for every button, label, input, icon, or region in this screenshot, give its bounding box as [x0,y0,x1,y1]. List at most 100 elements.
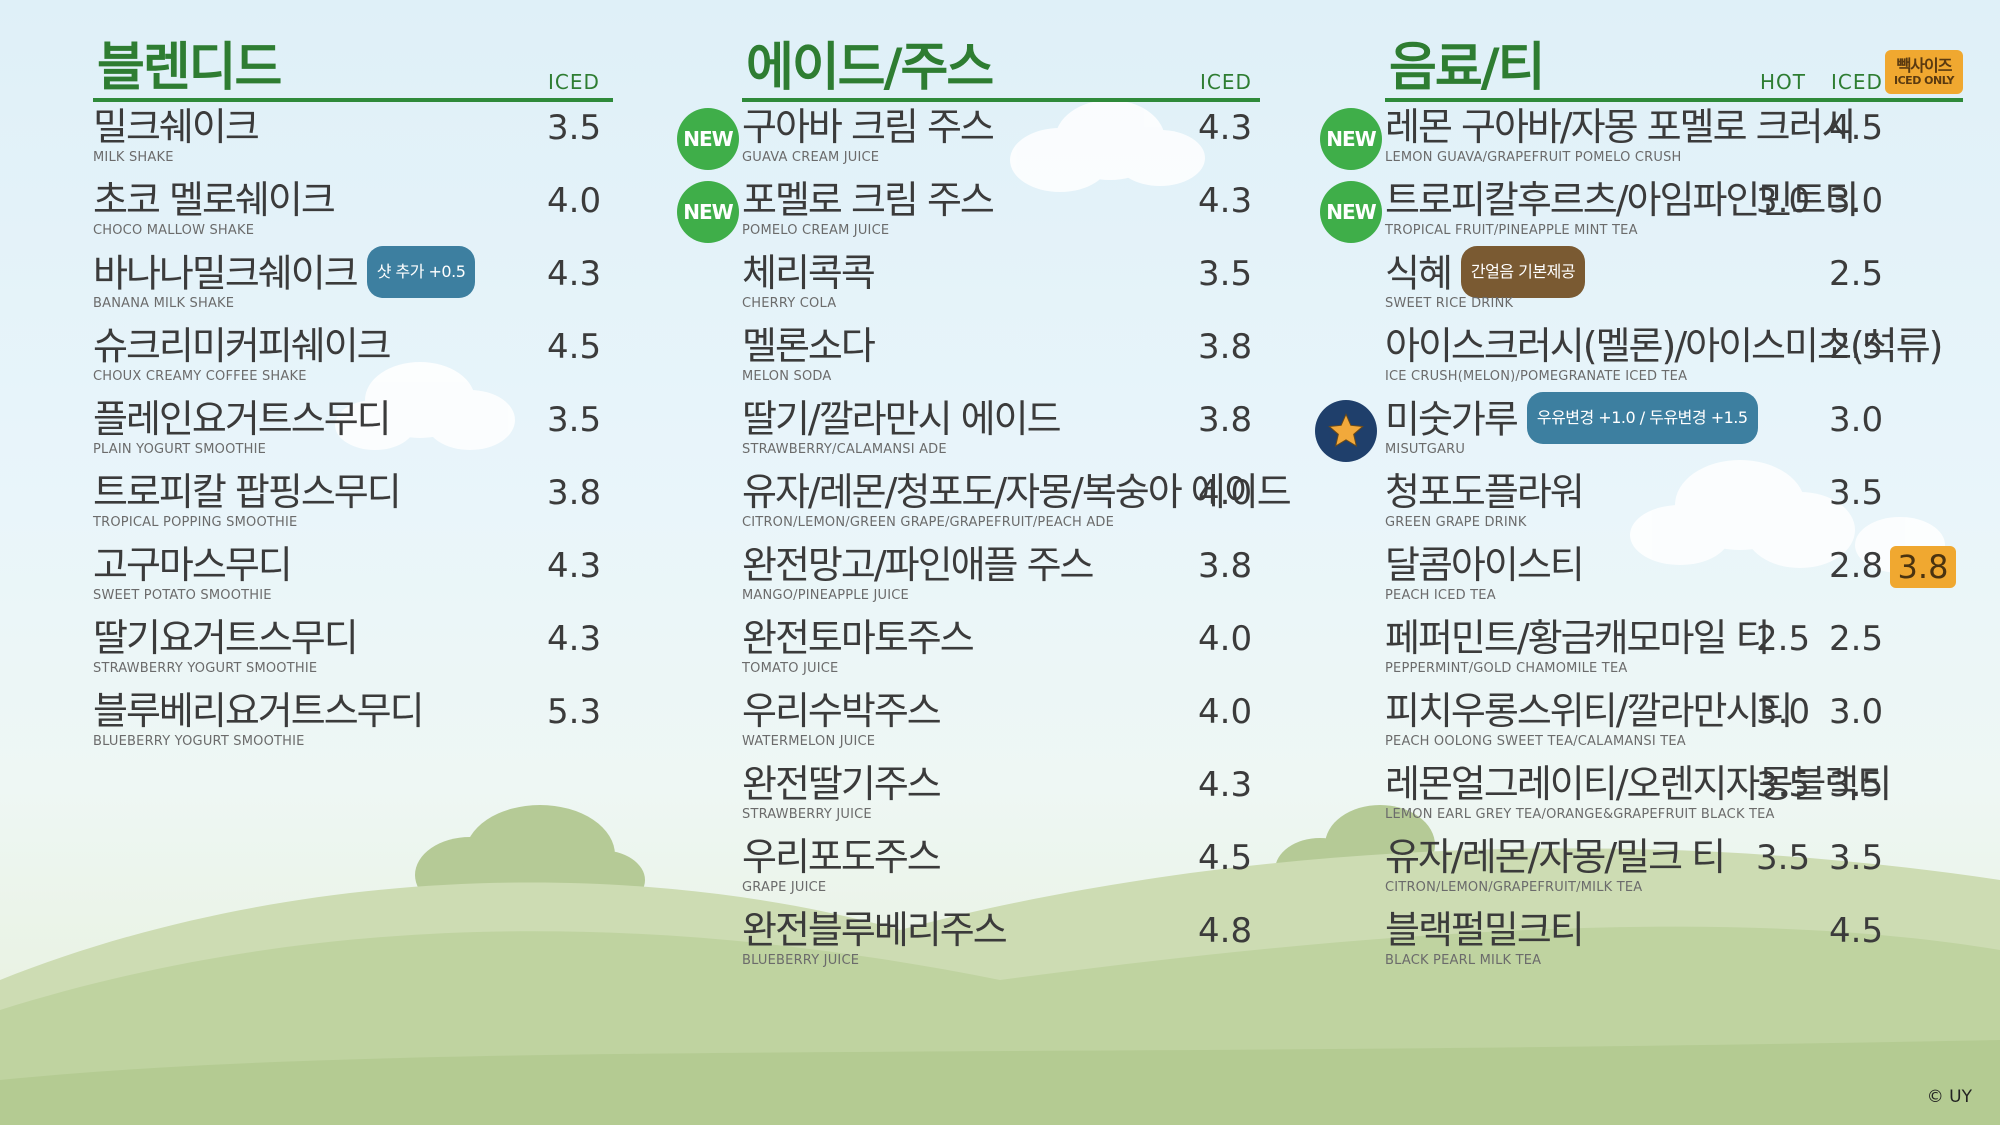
item-name: 고구마스무디 [93,542,293,588]
item-name: 아이스크러시(멜론)/아이스미초(석류) [1385,323,1944,369]
item-name-text: 레몬 구아바/자몽 포멜로 크러시 [1385,105,1857,149]
menu-item: 완전토마토주스 TOMATO JUICE 4.0 [742,613,1260,686]
iced-price: 3.5 [1829,765,1884,805]
menu-item: 트로피칼 팝핑스무디 TROPICAL POPPING SMOOTHIE 3.8 [93,467,613,540]
item-english-name: WATERMELON JUICE [742,734,876,749]
menu-item: 초코 멜로쉐이크 CHOCO MALLOW SHAKE 4.0 [93,175,613,248]
item-name: 완전블루베리주스 [742,907,1008,953]
item-name: 트로피칼 팝핑스무디 [93,469,402,515]
column-title: 블렌디드 [97,38,282,98]
hot-price: 3.5 [1756,838,1811,878]
item-english-name: SWEET POTATO SMOOTHIE [93,588,272,603]
item-name-text: 완전블루베리주스 [742,908,1008,952]
item-name-text: 체리콕콕 [742,251,876,295]
item-name: 딸기/깔라만시 에이드 [742,396,1062,442]
column-title: 에이드/주스 [746,38,994,98]
item-english-name: BANANA MILK SHAKE [93,296,235,311]
menu-item: 청포도플라워 GREEN GRAPE DRINK 3.5 [1385,467,1963,540]
iced-price: 4.5 [1829,108,1884,148]
item-name-text: 멜론소다 [742,324,876,368]
item-name-text: 초코 멜로쉐이크 [93,178,336,222]
column-drinks-tea: 음료/티 HOT ICED 빽사이즈 ICED ONLY NEW 레몬 구아바/자… [1315,38,1963,978]
menu-item: 달콤아이스티 PEACH ICED TEA 2.8 3.8 [1385,540,1963,613]
column-header: 에이드/주스 ICED [742,38,1260,102]
menu-item: 페퍼민트/황금캐모마일 티 PEPPERMINT/GOLD CHAMOMILE T… [1385,613,1963,686]
new-badge: NEW [677,108,739,170]
column-title: 음료/티 [1389,38,1546,98]
item-name-text: 달콤아이스티 [1385,543,1585,587]
item-name: 트로피칼후르츠/아임파인민트티 [1385,177,1859,223]
menu-item: 플레인요거트스무디 PLAIN YOGURT SMOOTHIE 3.5 [93,394,613,467]
item-english-name: CHERRY COLA [742,296,837,311]
iced-price: 4.3 [547,254,602,294]
item-english-name: TROPICAL POPPING SMOOTHIE [93,515,298,530]
iced-price: 3.0 [1829,400,1884,440]
iced-price: 3.5 [1198,254,1253,294]
item-english-name: PEPPERMINT/GOLD CHAMOMILE TEA [1385,661,1628,676]
item-name: 유자/레몬/자몽/밀크 티 [1385,834,1726,880]
menu-item: NEW 구아바 크림 주스 GUAVA CREAM JUICE 4.3 [677,102,1260,175]
item-english-name: TOMATO JUICE [742,661,839,676]
menu-item: NEW 레몬 구아바/자몽 포멜로 크러시 LEMON GUAVA/GRAPEFRU… [1320,102,1963,175]
item-name: 유자/레몬/청포도/자몽/복숭아 에이드 [742,469,1292,515]
iced-price: 4.3 [547,546,602,586]
iced-label: ICED [1831,70,1883,94]
item-name-text: 밀크쉐이크 [93,105,260,149]
column-header: 음료/티 HOT ICED 빽사이즈 ICED ONLY [1385,38,1963,102]
option-tag: 샷 추가 +0.5 [366,246,476,298]
menu-item: NEW 포멜로 크림 주스 POMELO CREAM JUICE 4.3 [677,175,1260,248]
new-badge: NEW [1320,108,1382,170]
item-name-text: 아이스크러시(멜론)/아이스미초(석류) [1385,324,1944,368]
item-english-name: MELON SODA [742,369,832,384]
iced-price: 4.0 [1198,692,1253,732]
iced-price: 4.0 [1198,619,1253,659]
item-name-text: 슈크리미커피쉐이크 [93,324,392,368]
menu-item: 완전딸기주스 STRAWBERRY JUICE 4.3 [742,759,1260,832]
item-name: 우리포도주스 [742,834,942,880]
item-name: 청포도플라워 [1385,469,1585,515]
item-name-text: 구아바 크림 주스 [742,105,995,149]
item-english-name: STRAWBERRY JUICE [742,807,872,822]
iced-price: 3.5 [1829,473,1884,513]
menu-item: 유자/레몬/자몽/밀크 티 CITRON/LEMON/GRAPEFRUIT/MIL… [1385,832,1963,905]
iced-price: 3.5 [547,108,602,148]
iced-price: 4.8 [1198,911,1253,951]
item-name-text: 플레인요거트스무디 [93,397,392,441]
iced-price: 3.8 [1198,400,1253,440]
hot-price: 3.5 [1756,765,1811,805]
menu-item: 블랙펄밀크티 BLACK PEARL MILK TEA 4.5 [1385,905,1963,978]
menu-item: 완전망고/파인애플 주스 MANGO/PINEAPPLE JUICE 3.8 [742,540,1260,613]
item-name-text: 유자/레몬/자몽/밀크 티 [1385,835,1726,879]
menu-item: NEW 트로피칼후르츠/아임파인민트티 TROPICAL FRUIT/PINEAPP… [1320,175,1963,248]
item-name-text: 딸기요거트스무디 [93,616,359,660]
iced-price: 2.5 [1829,327,1884,367]
iced-label: ICED [548,70,600,94]
iced-price: 3.0 [1829,181,1884,221]
item-name-text: 청포도플라워 [1385,470,1585,514]
item-name: 레몬얼그레이티/오렌지자몽블랙티 [1385,761,1892,807]
item-name-text: 레몬얼그레이티/오렌지자몽블랙티 [1385,762,1892,806]
item-name: 바나나밀크쉐이크 샷 추가 +0.5 [93,246,476,302]
menu-item: 슈크리미커피쉐이크 CHOUX CREAMY COFFEE SHAKE 4.5 [93,321,613,394]
item-name: 체리콕콕 [742,250,876,296]
iced-price: 2.5 [1829,254,1884,294]
iced-price: 3.8 [1198,546,1253,586]
item-english-name: SWEET RICE DRINK [1385,296,1514,311]
item-name: 블랙펄밀크티 [1385,907,1585,953]
item-name-text: 피치우롱스위티/깔라만시티 [1385,689,1793,733]
item-name-text: 우리수박주스 [742,689,942,733]
item-name: 레몬 구아바/자몽 포멜로 크러시 [1385,104,1857,150]
item-name: 딸기요거트스무디 [93,615,359,661]
menu-item: 미숫가루 우유변경 +1.0 / 두유변경 +1.5 MISUTGARU 3.0 [1315,392,1963,467]
item-english-name: CHOCO MALLOW SHAKE [93,223,255,238]
item-name-text: 포멜로 크림 주스 [742,178,995,222]
new-badge: NEW [677,181,739,243]
item-name: 피치우롱스위티/깔라만시티 [1385,688,1793,734]
item-name-text: 완전딸기주스 [742,762,942,806]
iced-price: 3.5 [547,400,602,440]
item-english-name: CITRON/LEMON/GRAPEFRUIT/MILK TEA [1385,880,1643,895]
hill-bottom [0,1040,2000,1125]
item-name: 블루베리요거트스무디 [93,688,425,734]
column-blended: 블렌디드 ICED 밀크쉐이크 MILK SHAKE 3.5 초코 멜로쉐이크 CHOC… [93,38,613,759]
item-name-text: 트로피칼후르츠/아임파인민트티 [1385,178,1859,222]
